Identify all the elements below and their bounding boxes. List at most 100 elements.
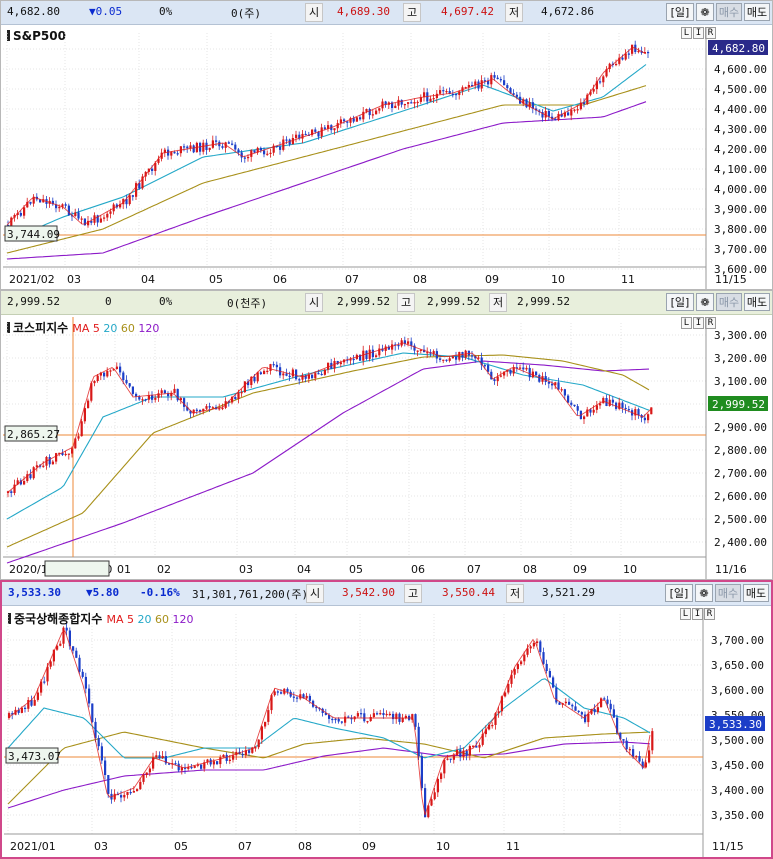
candle-body xyxy=(257,739,260,748)
candle-body xyxy=(211,140,214,148)
candle-body xyxy=(126,792,129,795)
period-daily-button[interactable]: [일] xyxy=(665,584,693,602)
candle-body xyxy=(219,757,222,765)
candle-body xyxy=(384,346,387,351)
candle-body xyxy=(302,694,305,699)
sell-button[interactable]: 매도 xyxy=(743,584,769,602)
candle-body xyxy=(280,692,283,694)
current-price: 3,533.30 xyxy=(8,586,61,599)
reference-price-label: 3,744.09 xyxy=(7,228,60,241)
candle-body xyxy=(487,80,490,85)
y-tick-label: 4,000.00 xyxy=(714,183,767,196)
candle-body xyxy=(375,110,378,115)
candle-body xyxy=(346,359,349,361)
sell-button[interactable]: 매도 xyxy=(744,293,770,311)
candle-body xyxy=(509,369,512,374)
candle-body xyxy=(612,709,615,718)
y-tick-label: 3,300.00 xyxy=(714,329,767,342)
candle-body xyxy=(43,681,46,683)
candle-body xyxy=(323,127,326,129)
candle-body xyxy=(195,409,198,411)
ma20-line xyxy=(6,352,650,520)
reference-price-label: 3,473.07 xyxy=(8,750,61,763)
candle-body xyxy=(616,717,619,733)
candle-body xyxy=(136,789,139,791)
buy-button[interactable]: 매수 xyxy=(715,584,741,602)
x-tick-label: 01 xyxy=(117,563,131,576)
candle-body xyxy=(599,403,602,406)
candle-body xyxy=(563,112,566,117)
candle-body xyxy=(259,147,262,151)
x-tick-label: 09 xyxy=(362,840,376,853)
open-price: 3,542.90 xyxy=(342,586,395,599)
candle-body xyxy=(506,85,509,89)
candle-body xyxy=(510,674,513,684)
candle-body xyxy=(507,683,510,693)
candle-body xyxy=(515,367,518,369)
candle-body xyxy=(471,355,474,357)
candle-body xyxy=(177,763,180,771)
candle-body xyxy=(266,153,269,155)
candle-body xyxy=(544,376,547,382)
reference-price-box xyxy=(4,425,58,442)
candle-body xyxy=(234,144,237,150)
candle-body xyxy=(35,465,38,468)
candle-body xyxy=(160,390,163,394)
y-tick-label: 4,400.00 xyxy=(714,103,767,116)
candle-body xyxy=(548,671,551,678)
candle-body xyxy=(627,53,630,55)
candle-body xyxy=(551,116,554,119)
x-tick-label: 06 xyxy=(273,273,287,286)
candle-body xyxy=(503,80,506,86)
sell-button[interactable]: 매도 xyxy=(744,3,770,21)
candle-body xyxy=(467,85,470,88)
candle-body xyxy=(96,215,99,223)
candle-body xyxy=(426,352,429,354)
candle-body xyxy=(154,397,157,400)
quote-bar: 2,999.52 0 0% 0(천주) 시 2,999.52 고 2,999.5… xyxy=(1,291,772,315)
ma60-line xyxy=(6,354,650,548)
period-daily-button[interactable]: [일] xyxy=(666,3,694,21)
candle-body xyxy=(71,448,74,454)
candle-body xyxy=(599,81,602,83)
x-tick-label: 08 xyxy=(298,840,312,853)
reference-price-box xyxy=(4,225,58,242)
buy-button[interactable]: 매수 xyxy=(716,3,742,21)
candle-body xyxy=(269,152,272,154)
candlestick-chart[interactable]: 4,700.004,600.004,500.004,400.004,300.00… xyxy=(3,27,772,289)
candle-body xyxy=(522,99,525,104)
candlestick-chart[interactable]: 3,700.003,650.003,600.003,550.003,500.00… xyxy=(4,608,769,857)
candle-body xyxy=(234,397,237,399)
candle-body xyxy=(433,792,436,800)
candle-body xyxy=(586,94,589,105)
settings-icon[interactable]: ❁ xyxy=(695,584,713,602)
end-date-label: 11/15 xyxy=(715,273,747,286)
period-daily-button[interactable]: [일] xyxy=(666,293,694,311)
candle-body xyxy=(51,461,54,465)
candlestick-chart[interactable]: 3,300.003,200.003,100.003,000.002,900.00… xyxy=(3,317,772,579)
candle-body xyxy=(13,484,16,493)
ma60-line xyxy=(7,731,651,805)
candle-body xyxy=(628,749,631,751)
buy-button[interactable]: 매수 xyxy=(716,293,742,311)
candle-body xyxy=(371,114,374,116)
candle-body xyxy=(206,759,209,763)
candle-body xyxy=(202,142,205,152)
candle-body xyxy=(542,652,545,664)
candle-body xyxy=(624,407,627,410)
candle-body xyxy=(74,212,77,216)
settings-icon[interactable]: ❁ xyxy=(696,3,714,21)
candle-body xyxy=(10,491,13,493)
candle-body xyxy=(19,213,22,216)
ma60-line xyxy=(6,85,647,254)
candle-body xyxy=(539,641,542,653)
candle-body xyxy=(192,145,195,153)
candle-body xyxy=(151,395,154,400)
candle-body xyxy=(462,750,465,757)
candle-body xyxy=(247,381,250,386)
settings-icon[interactable]: ❁ xyxy=(696,293,714,311)
candle-body xyxy=(560,113,563,117)
candle-body xyxy=(104,760,107,775)
